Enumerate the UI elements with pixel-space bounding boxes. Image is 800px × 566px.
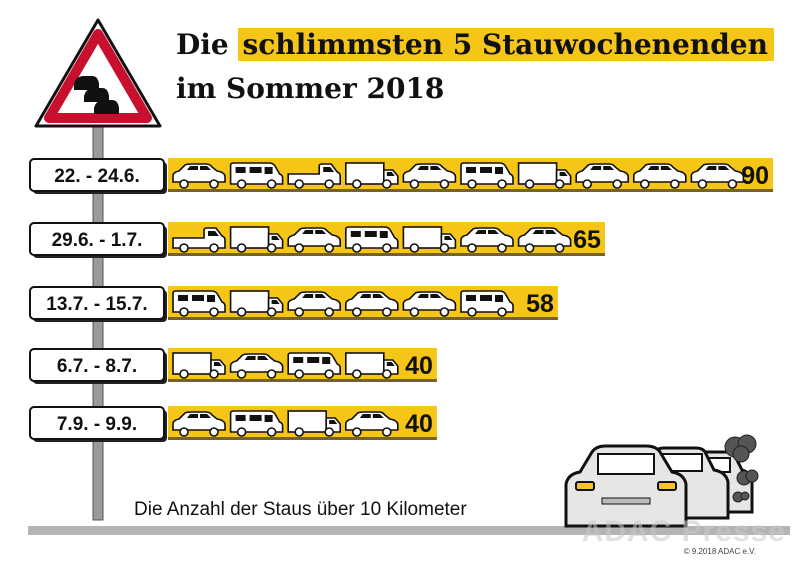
value-label: 40 bbox=[405, 352, 433, 380]
camper-icon bbox=[460, 162, 514, 189]
pickup-icon bbox=[287, 163, 342, 189]
date-sign-3 bbox=[29, 286, 165, 320]
date-sign-4 bbox=[29, 348, 165, 382]
x-axis-caption: Die Anzahl der Staus über 10 Kilometer bbox=[134, 499, 467, 520]
category-label: 13.7. - 15.7. bbox=[46, 294, 147, 315]
value-label: 65 bbox=[573, 226, 601, 254]
traffic-jam-warning-sign-icon bbox=[34, 18, 162, 128]
bar-shadow-4 bbox=[168, 379, 437, 382]
car-icon bbox=[690, 163, 745, 189]
car-icon bbox=[632, 163, 687, 189]
car-icon bbox=[460, 227, 514, 253]
truck-icon bbox=[287, 410, 342, 437]
camper-icon bbox=[229, 410, 284, 437]
truck-icon bbox=[344, 162, 399, 189]
watermark: ADAC Presse bbox=[581, 515, 786, 548]
title-highlight: schlimmsten 5 Stauwochenenden bbox=[238, 28, 774, 61]
date-sign-5 bbox=[29, 406, 165, 440]
bar-shadow-5 bbox=[168, 437, 437, 440]
car-icon bbox=[402, 163, 457, 189]
camper-icon bbox=[172, 290, 226, 317]
ground-line bbox=[28, 526, 790, 535]
category-label: 22. - 24.6. bbox=[54, 166, 140, 187]
camper-icon bbox=[229, 162, 284, 189]
traffic-jam-cars-icon bbox=[564, 434, 759, 528]
car-icon bbox=[229, 353, 284, 379]
bar-shadow-2 bbox=[168, 253, 605, 256]
car-icon bbox=[172, 163, 226, 189]
car-icon bbox=[344, 411, 399, 437]
signs-layer: 22. - 24.6. 29.6. - 1.7. 13.7. - 15.7. 6.7.… bbox=[29, 158, 167, 442]
camper-icon bbox=[344, 226, 399, 253]
value-label: 58 bbox=[526, 290, 554, 318]
chart-title-line-2: im Sommer 2018 bbox=[176, 72, 445, 105]
car-icon bbox=[287, 227, 342, 253]
category-label: 6.7. - 8.7. bbox=[57, 356, 137, 377]
truck-icon bbox=[517, 162, 572, 189]
truck-icon bbox=[229, 290, 284, 317]
chart-title-line-1: Die schlimmsten 5 Stauwochenenden bbox=[176, 27, 774, 63]
camper-icon bbox=[460, 290, 514, 317]
value-label: 90 bbox=[741, 162, 769, 190]
car-icon bbox=[575, 163, 630, 189]
car-icon bbox=[344, 291, 399, 317]
truck-icon bbox=[402, 226, 457, 253]
category-label: 7.9. - 9.9. bbox=[57, 414, 137, 435]
date-sign-2 bbox=[29, 222, 165, 256]
value-label: 40 bbox=[405, 410, 433, 438]
copyright-note: © 9.2018 ADAC e.V. bbox=[683, 547, 756, 556]
category-label: 29.6. - 1.7. bbox=[52, 230, 143, 251]
camper-icon bbox=[287, 352, 342, 379]
bar-shadow-3 bbox=[168, 317, 558, 320]
truck-icon bbox=[172, 352, 226, 379]
bar-shadow-1 bbox=[168, 189, 773, 192]
car-icon bbox=[517, 227, 572, 253]
car-icon bbox=[172, 411, 226, 437]
bars-layer: 90 65 58 40 40 bbox=[168, 158, 773, 440]
car-icon bbox=[402, 291, 457, 317]
date-sign-1 bbox=[29, 158, 165, 192]
pickup-icon bbox=[172, 227, 226, 253]
car-icon bbox=[287, 291, 342, 317]
truck-icon bbox=[344, 352, 399, 379]
title-prefix: Die bbox=[176, 28, 239, 61]
truck-icon bbox=[229, 226, 284, 253]
